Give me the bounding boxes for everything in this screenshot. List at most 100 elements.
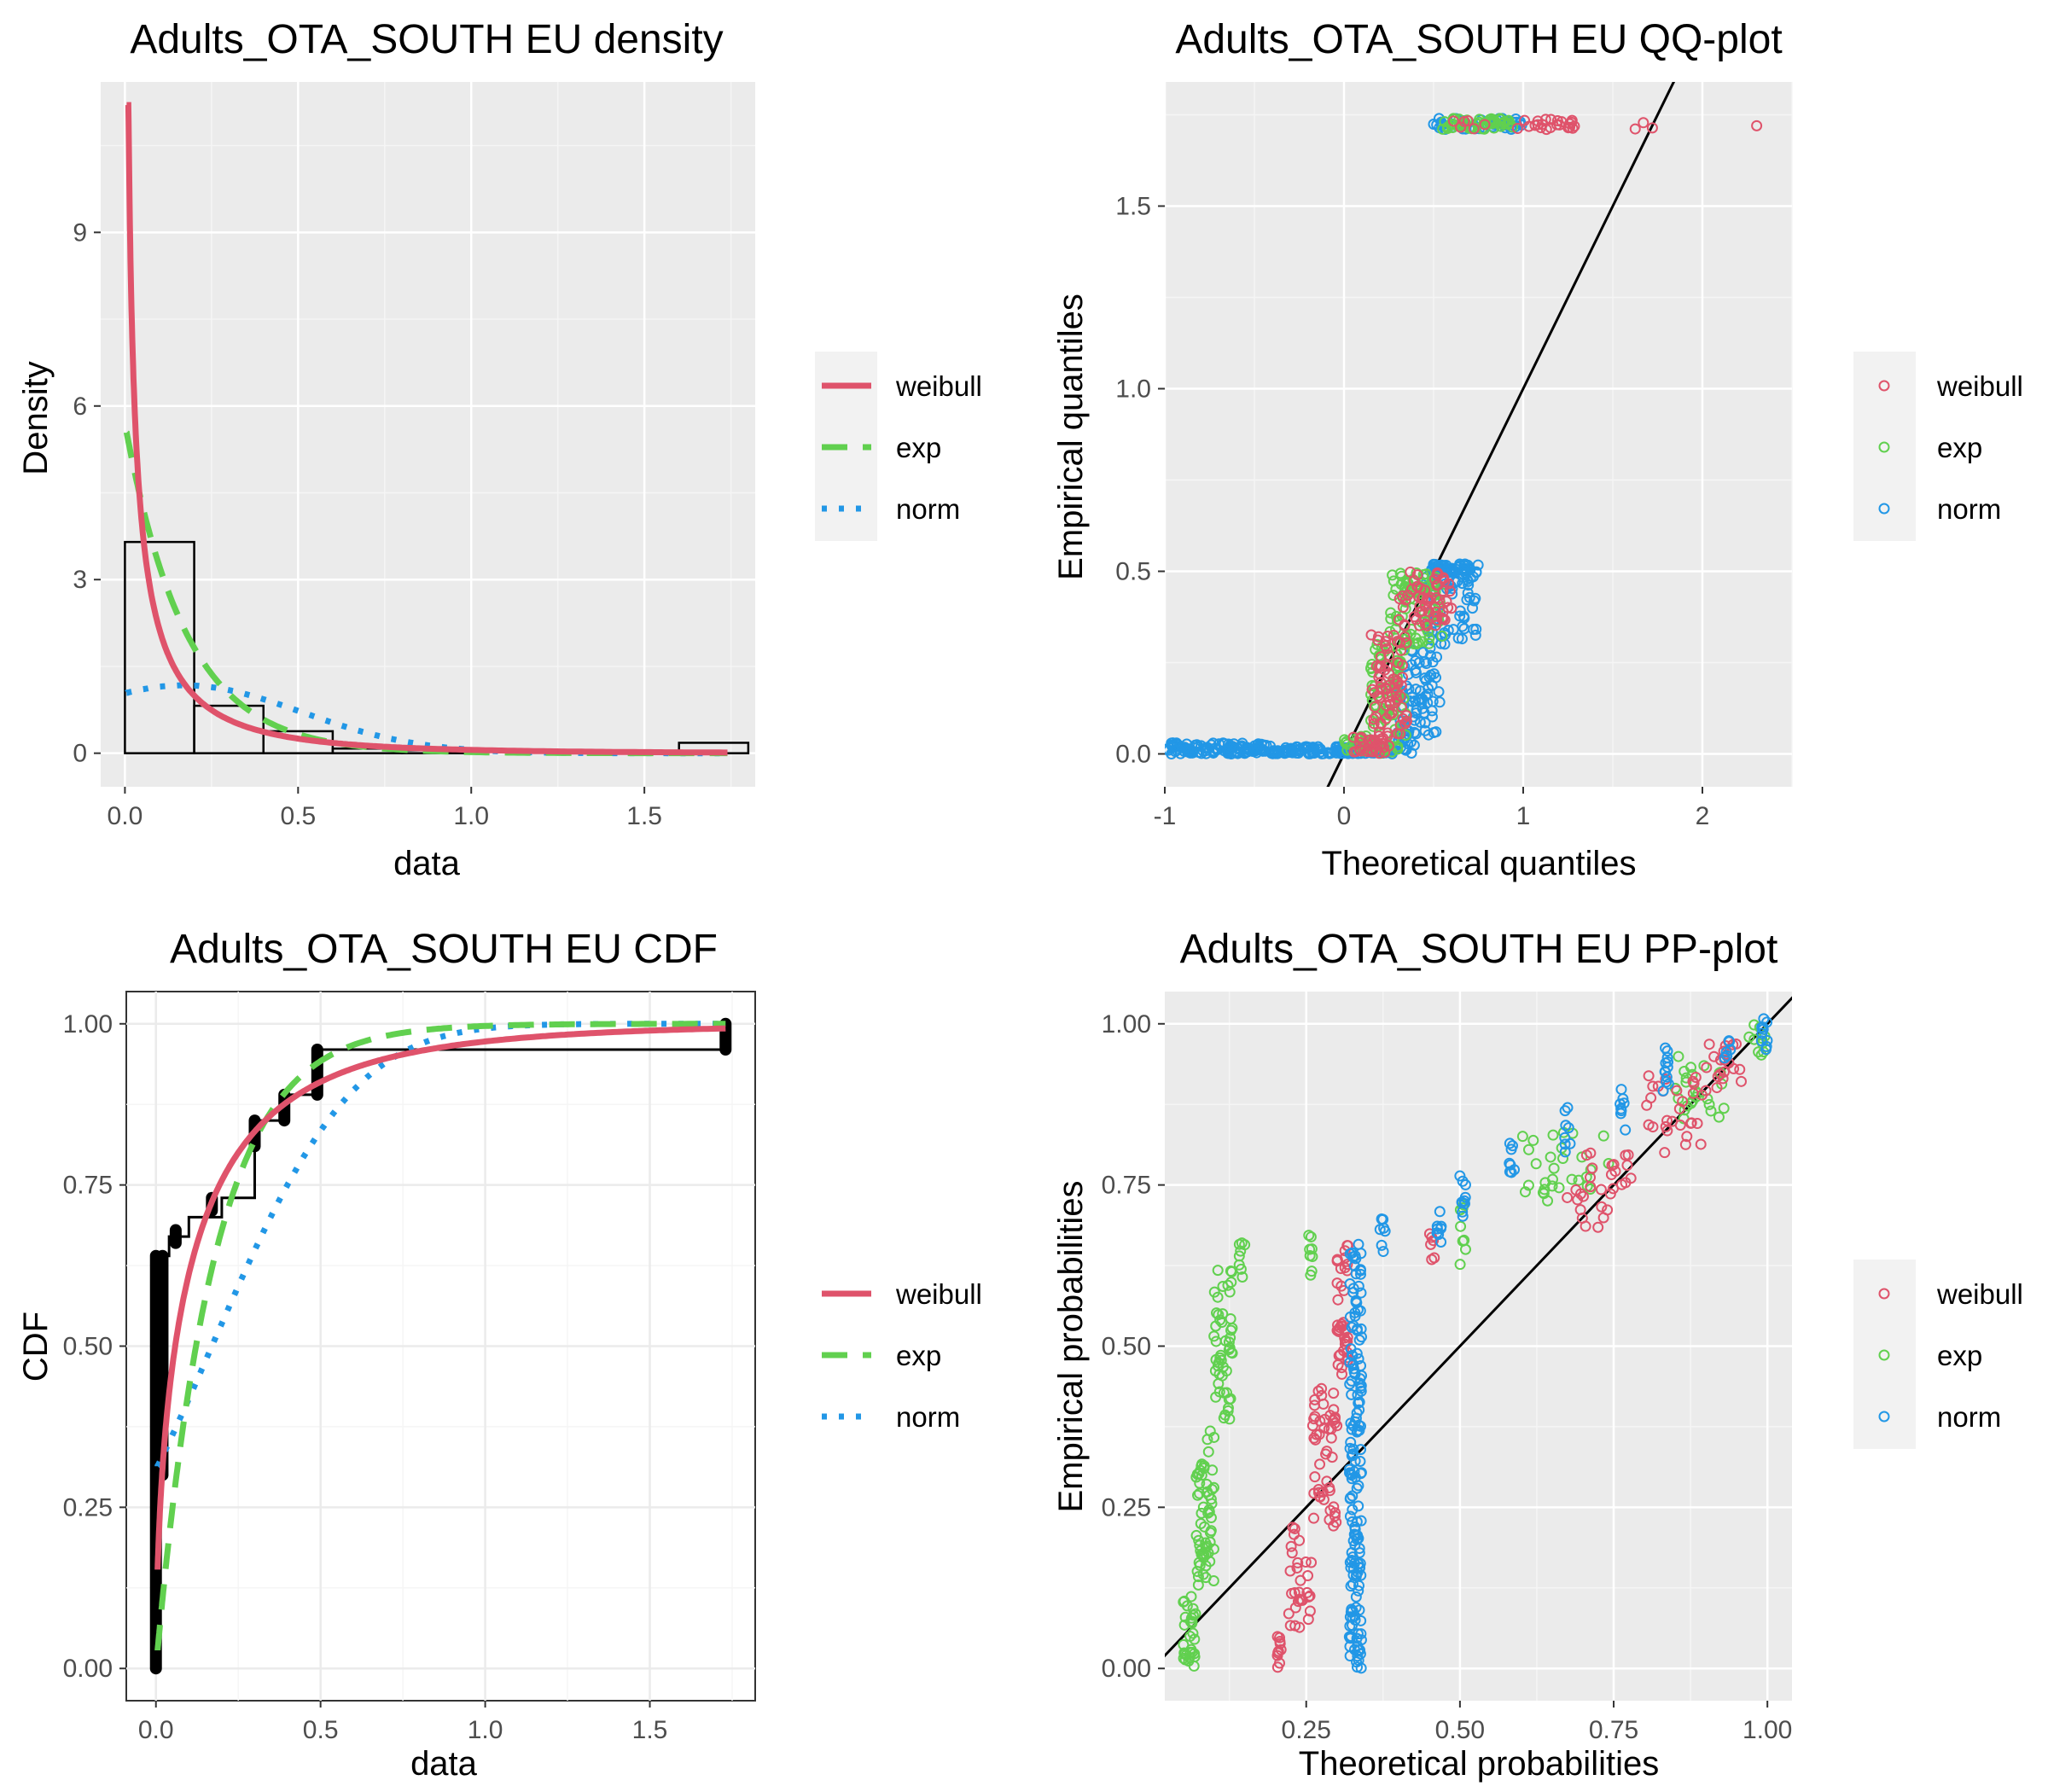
p-pp-plot-area (1165, 996, 1792, 1674)
pp-point-weibull (1301, 1586, 1313, 1598)
pp-point-exp (1673, 1050, 1684, 1062)
qq-point-norm (1330, 745, 1342, 757)
qq-point-norm (1227, 742, 1239, 753)
qq-point-weibull (1347, 731, 1359, 743)
pp-point-norm (1615, 1103, 1627, 1114)
qq-point-weibull (1383, 649, 1395, 661)
pp-point-norm (1344, 1492, 1356, 1504)
pp-point-exp (1217, 1308, 1229, 1320)
pp-point-weibull (1294, 1534, 1306, 1546)
qq-point-norm (1207, 737, 1219, 749)
pp-point-norm (1662, 1078, 1674, 1090)
pp-point-norm (1355, 1468, 1367, 1480)
pp-point-weibull (1690, 1071, 1702, 1083)
pp-point-weibull (1309, 1399, 1321, 1411)
pp-point-exp (1222, 1405, 1234, 1417)
pp-point-norm (1344, 1357, 1356, 1369)
qq-point-weibull (1369, 701, 1381, 713)
pp-point-norm (1347, 1420, 1359, 1432)
pp-point-norm (1355, 1359, 1367, 1371)
p-pp-ytick-label: 0.00 (1102, 1655, 1151, 1683)
pp-point-exp (1179, 1611, 1191, 1623)
pp-point-norm (1433, 1229, 1445, 1241)
pp-point-exp (1210, 1335, 1222, 1347)
pp-point-exp (1212, 1291, 1224, 1303)
qq-point-exp (1408, 638, 1420, 650)
legend-key-weibull (1878, 1288, 1890, 1300)
qq-point-norm (1428, 119, 1440, 131)
qq-point-weibull (1373, 726, 1385, 738)
pp-point-weibull (1271, 1661, 1283, 1673)
pp-point-exp (1208, 1330, 1220, 1342)
cdf-line-exp (154, 1021, 726, 1650)
pp-point-exp (1597, 1130, 1609, 1142)
pp-point-weibull (1308, 1512, 1320, 1524)
cdf-line-weibull (154, 1025, 726, 1570)
pp-point-weibull (1329, 1411, 1341, 1423)
pp-point-weibull (1428, 1252, 1440, 1264)
pp-point-exp (1516, 1131, 1528, 1143)
pp-point-norm (1351, 1632, 1363, 1644)
p-cdf-xtick-label: 1.5 (632, 1716, 668, 1744)
cdf-panel: Adults_OTA_SOUTH EU CDF data CDF weibull… (17, 927, 982, 1783)
p-pp-ytick-label: 0.25 (1102, 1493, 1151, 1521)
qq-point-norm (1457, 564, 1469, 576)
p-density-ytick-label: 0 (73, 740, 87, 768)
pp-panel: Adults_OTA_SOUTH EU PP-plot Theoretical … (1052, 927, 2023, 1783)
density-panel: Adults_OTA_SOUTH EU density data Density… (17, 17, 982, 882)
pp-point-weibull (1304, 1590, 1316, 1602)
pp-point-exp (1204, 1536, 1216, 1548)
legend-key-exp (1878, 441, 1890, 453)
p-qq-ytick-label: 0.0 (1115, 740, 1151, 768)
pp-point-norm (1661, 1062, 1673, 1073)
pp-point-exp (1207, 1481, 1219, 1493)
pp-point-weibull (1294, 1593, 1306, 1605)
pp-point-weibull (1595, 1184, 1607, 1196)
pp-point-weibull (1271, 1631, 1283, 1643)
pp-point-exp (1184, 1631, 1196, 1643)
pp-point-weibull (1609, 1166, 1621, 1178)
pp-point-norm (1350, 1570, 1362, 1582)
qq-point-norm (1421, 658, 1433, 670)
pp-point-weibull (1314, 1458, 1326, 1470)
qq-point-norm (1431, 651, 1443, 663)
pp-point-exp (1527, 1134, 1539, 1146)
qq-point-norm (1251, 747, 1263, 759)
pp-point-norm (1344, 1640, 1356, 1652)
qq-point-norm (1197, 745, 1209, 757)
qq-point-weibull (1434, 594, 1446, 606)
p-density-background (101, 82, 755, 787)
pp-point-exp (1713, 1111, 1725, 1123)
density-line-exp (124, 430, 728, 757)
pp-point-exp (1233, 1238, 1245, 1250)
pp-point-norm (1347, 1605, 1359, 1617)
qq-point-norm (1423, 672, 1435, 684)
qq-point-weibull (1751, 119, 1763, 131)
pp-point-weibull (1574, 1204, 1586, 1216)
pp-point-norm (1344, 1442, 1356, 1454)
qq-point-norm (1457, 620, 1469, 632)
qq-point-norm (1457, 578, 1469, 590)
density-xlabel: data (393, 845, 461, 882)
pp-point-weibull (1643, 1070, 1655, 1082)
pp-point-norm (1431, 1223, 1443, 1235)
pp-point-weibull (1621, 1160, 1633, 1172)
p-qq-background (1165, 82, 1792, 787)
qq-point-weibull (1455, 121, 1467, 133)
pp-point-norm (1559, 1105, 1571, 1117)
cdf-legend-exp: exp (896, 1340, 941, 1371)
pp-point-weibull (1717, 1073, 1729, 1085)
p-qq-xtick-label: 2 (1696, 802, 1710, 830)
p-density-xtick-label: 0.5 (280, 802, 316, 830)
pp-point-exp (1224, 1413, 1236, 1425)
qq-point-norm (1299, 741, 1311, 753)
pp-point-norm (1349, 1306, 1361, 1318)
qq-point-norm (1467, 602, 1479, 614)
pp-point-norm (1504, 1166, 1516, 1178)
pp-point-weibull (1306, 1556, 1318, 1568)
pp-point-norm (1347, 1350, 1359, 1362)
pp-point-weibull (1700, 1085, 1712, 1097)
qq-point-weibull (1397, 591, 1409, 602)
pp-point-weibull (1695, 1138, 1707, 1150)
qq-point-norm (1410, 728, 1422, 740)
